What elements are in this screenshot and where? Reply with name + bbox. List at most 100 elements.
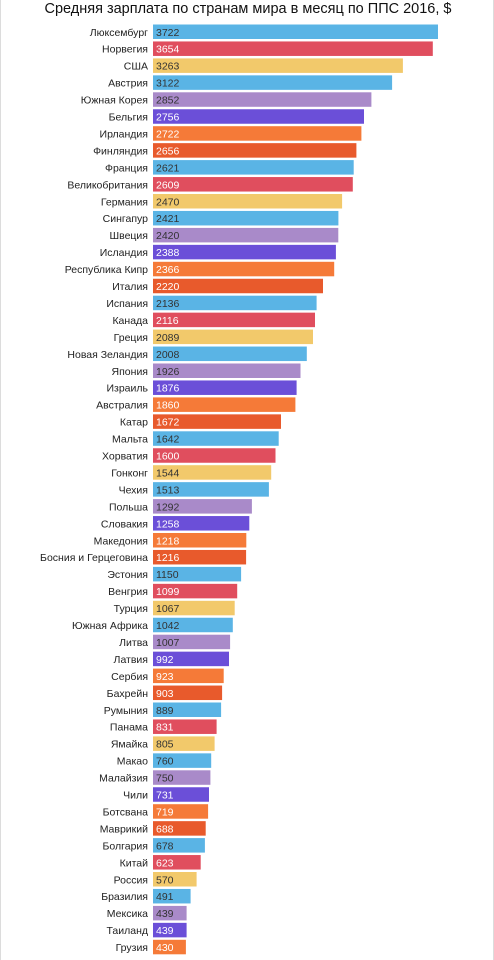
value-label: 1067 [156,603,180,615]
value-label: 2852 [156,95,180,107]
value-label: 1099 [156,586,180,598]
category-label: Малайзия [99,773,148,785]
bar [153,821,206,836]
bar-row: Мексика 439 [107,905,187,921]
value-label: 1600 [156,451,180,463]
bar-row: Макао 760 [117,753,212,768]
value-label: 1292 [156,501,180,513]
category-label: Новая Зеландия [67,349,148,361]
category-label: Южная Африка [72,620,148,632]
bar [153,600,235,616]
value-label: 1218 [156,535,180,547]
value-label: 1150 [156,569,179,581]
bar-row: Грузия 430 [116,939,186,955]
bar [153,855,201,870]
bar-row: Польша 1292 [109,499,252,514]
bar-row: Катар 1672 [120,414,281,429]
bar-row: Новая Зеландия 2008 [67,346,307,362]
value-label: 2136 [156,298,180,310]
value-label: 750 [156,773,174,785]
bar-row: Сингапур 2421 [103,210,339,226]
bar [153,278,323,294]
bar-row: Малайзия 750 [99,770,211,785]
bar [153,160,354,175]
bar-row: Россия 570 [114,872,197,887]
bar [153,905,187,921]
value-label: 2089 [156,332,180,344]
value-label: 1216 [156,552,180,564]
bar [153,414,281,429]
value-label: 1672 [156,417,180,429]
bar-row: Македония 1218 [94,533,247,548]
bar-row: Ботсвана 719 [103,804,209,819]
bar-row: Греция 2089 [114,329,313,345]
bar [153,210,339,226]
category-label: Южная Корея [81,95,148,107]
value-label: 2366 [156,264,180,276]
bar-row: Финляндия 2656 [93,143,357,158]
value-label: 1876 [156,383,180,395]
bar [153,922,187,938]
bar-row: Австралия 1860 [96,397,296,412]
bar [153,685,223,701]
value-label: 1642 [156,434,180,446]
bar-row: Словакия 1258 [101,516,250,531]
bar-row: Мальта 1642 [112,431,279,446]
bar-row: Румыния 889 [104,702,222,717]
category-label: Гонконг [111,467,148,479]
value-label: 760 [156,756,174,768]
value-label: 903 [156,688,174,700]
bar [153,194,343,209]
category-label: Австралия [96,400,148,412]
bar [153,482,269,497]
value-label: 719 [156,806,174,818]
category-label: Великобритания [67,179,148,191]
bar-row: Панама 831 [110,719,217,734]
value-label: 3263 [156,61,180,73]
value-label: 439 [156,908,174,920]
bar [153,244,336,260]
bar [153,838,205,853]
bar [153,346,307,362]
bar [153,549,247,565]
category-label: Болгария [103,840,148,852]
bar-row: Южная Корея 2852 [81,92,372,107]
bar-row: Канада 2116 [112,312,315,328]
bar [153,329,313,345]
category-label: Япония [112,366,148,378]
bar [153,177,353,192]
category-label: Латвия [114,654,148,666]
bar [153,770,211,785]
value-label: 3654 [156,44,180,56]
category-label: Катар [120,417,148,429]
category-label: Канада [112,315,148,327]
bar-row: Бельгия 2756 [109,109,364,124]
bar-row: Венгрия 1099 [108,583,238,599]
category-label: Хорватия [102,451,148,463]
category-label: Бразилия [101,891,148,903]
value-label: 623 [156,857,174,869]
value-label: 439 [156,925,174,937]
bar [153,397,296,412]
bar-row: Германия 2470 [101,194,343,209]
bar-row: Литва 1007 [119,634,231,650]
value-label: 491 [156,891,174,903]
bar-row: Болгария 678 [103,838,205,853]
category-label: Босния и Герцеговина [40,552,148,564]
bar [153,634,231,650]
bar [153,939,186,955]
category-label: Ямайка [111,739,148,751]
value-label: 731 [156,790,174,802]
bar [153,736,215,751]
bar-row: Великобритания 2609 [67,177,353,192]
category-label: Китай [120,857,149,869]
bar [153,75,393,90]
bar-row: Япония 1926 [112,363,301,378]
category-label: Маврикий [100,823,148,835]
bar-row: Республика Кипр 2366 [65,261,335,277]
value-label: 2609 [156,179,180,191]
value-label: 2421 [156,213,180,225]
category-label: Люксембург [90,27,148,39]
category-label: Турция [114,603,148,615]
